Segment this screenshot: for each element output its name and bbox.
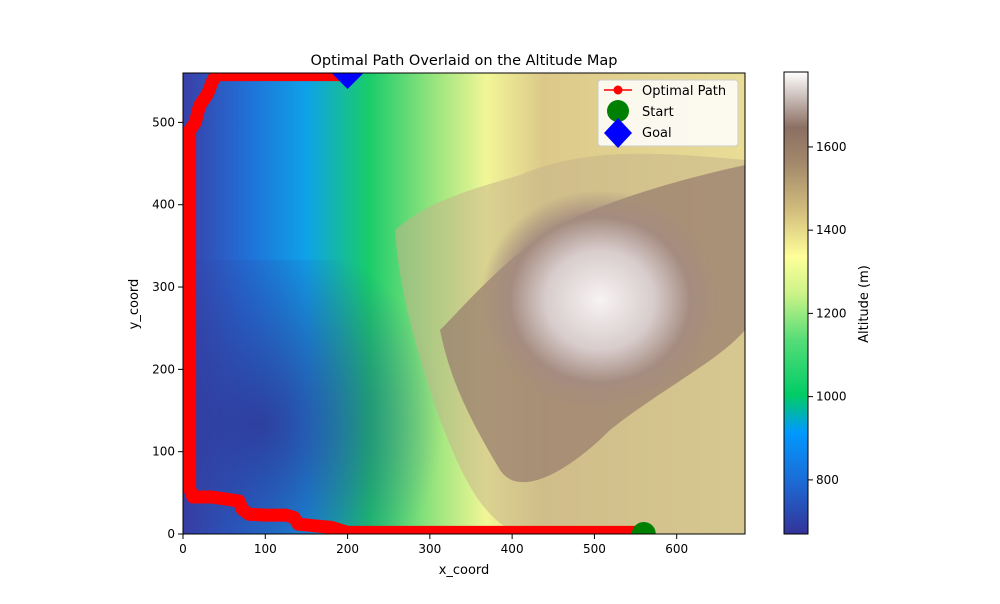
x-axis-ticks: 0 100 200 300 400 500 600 bbox=[179, 534, 688, 556]
colorbar: 800 1000 1200 1400 1600 Altitude (m) bbox=[783, 71, 872, 535]
legend-label-path: Optimal Path bbox=[642, 84, 726, 99]
y-tick-label: 400 bbox=[152, 198, 175, 212]
colorbar-tick-label: 1600 bbox=[816, 140, 847, 154]
colorbar-gradient bbox=[783, 71, 809, 535]
goal-marker bbox=[331, 73, 364, 89]
colorbar-tick-label: 1000 bbox=[816, 390, 847, 404]
legend-goal-icon bbox=[604, 118, 632, 148]
chart-title: Optimal Path Overlaid on the Altitude Ma… bbox=[310, 53, 617, 69]
heatmap-lowland bbox=[183, 260, 443, 534]
x-tick-label: 0 bbox=[179, 542, 187, 556]
y-tick-label: 0 bbox=[167, 527, 175, 541]
y-tick-label: 200 bbox=[152, 362, 175, 376]
legend-start-icon bbox=[607, 100, 629, 122]
optimal-path-line bbox=[183, 73, 651, 534]
colorbar-ticks: 800 1000 1200 1400 1600 bbox=[808, 140, 847, 487]
x-tick-label: 200 bbox=[336, 542, 359, 556]
colorbar-tick-label: 800 bbox=[816, 473, 839, 487]
colorbar-label: Altitude (m) bbox=[857, 265, 872, 343]
x-axis-label: x_coord bbox=[439, 563, 490, 578]
legend-label-goal: Goal bbox=[642, 126, 672, 141]
legend-box bbox=[597, 79, 739, 147]
x-tick-label: 300 bbox=[418, 542, 441, 556]
plot-frame bbox=[182, 72, 746, 535]
legend: Optimal Path Start Goal bbox=[597, 79, 739, 148]
legend-path-dot-icon bbox=[613, 85, 623, 95]
x-tick-label: 500 bbox=[583, 542, 606, 556]
colorbar-tick-label: 1200 bbox=[816, 306, 847, 320]
y-tick-label: 100 bbox=[152, 445, 175, 459]
start-marker bbox=[631, 522, 656, 534]
x-tick-label: 600 bbox=[665, 542, 688, 556]
legend-label-start: Start bbox=[642, 105, 674, 120]
y-tick-label: 500 bbox=[152, 115, 175, 129]
x-tick-label: 100 bbox=[254, 542, 277, 556]
y-axis-ticks: 0 100 200 300 400 500 bbox=[152, 115, 183, 541]
colorbar-tick-label: 1400 bbox=[816, 223, 847, 237]
y-tick-label: 300 bbox=[152, 280, 175, 294]
heatmap-peak bbox=[480, 190, 720, 410]
altitude-heatmap bbox=[183, 73, 745, 534]
x-tick-label: 400 bbox=[501, 542, 524, 556]
y-axis-label: y_coord bbox=[127, 279, 142, 330]
